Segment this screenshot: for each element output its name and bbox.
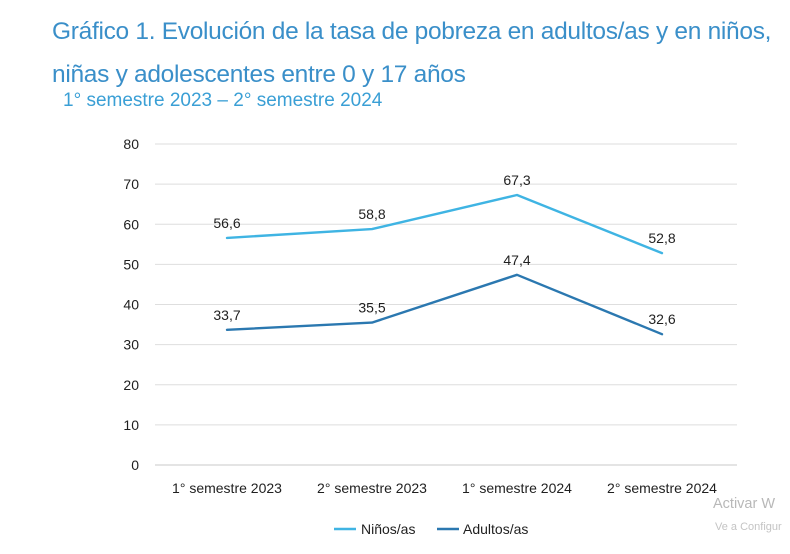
- y-tick-label-20: 20: [123, 377, 139, 393]
- activation-watermark: Activar W: [713, 496, 776, 512]
- y-tick-label-30: 30: [123, 337, 139, 353]
- data-label-ninos-as-1: 56,6: [213, 215, 240, 231]
- x-tick-label-4: 2° semestre 2024: [607, 480, 717, 496]
- x-tick-label-2: 2° semestre 2023: [317, 480, 427, 496]
- y-tick-label-70: 70: [123, 176, 139, 192]
- series-lines: [225, 193, 664, 336]
- data-label-ninos-as-4: 52,8: [648, 230, 675, 246]
- y-tick-label-60: 60: [123, 216, 139, 232]
- legend: Niños/as Adultos/as: [334, 521, 528, 537]
- y-tick-label-50: 50: [123, 256, 139, 272]
- y-tick-label-80: 80: [123, 136, 139, 152]
- data-labels: 56,6 58,8 67,3 52,8 33,7 35,5 47,4 32,6: [213, 172, 675, 327]
- gridlines: [155, 143, 737, 466]
- x-axis-ticks: 1° semestre 2023 2° semestre 2023 1° semes…: [172, 480, 717, 496]
- y-axis-ticks: 0 10 20 30 40 50 60 70 80: [123, 136, 139, 473]
- chart-title: Gráfico 1. Evolución de la tasa de pobre…: [52, 18, 772, 88]
- chart-subtitle: 1° semestre 2023 – 2° semestre 2024: [63, 90, 383, 111]
- data-label-ninos-as-2: 58,8: [358, 206, 385, 222]
- legend-label-ninos-as: Niños/as: [361, 521, 415, 537]
- legend-label-adultos-as: Adultos/as: [463, 521, 528, 537]
- y-tick-label-10: 10: [123, 417, 139, 433]
- data-label-adultos-as-3: 47,4: [503, 252, 530, 268]
- data-label-adultos-as-4: 32,6: [648, 311, 675, 327]
- activation-watermark-sub: Ve a Configur: [715, 521, 782, 533]
- data-label-ninos-as-3: 67,3: [503, 172, 530, 188]
- x-tick-label-1: 1° semestre 2023: [172, 480, 282, 496]
- y-tick-label-0: 0: [131, 457, 139, 473]
- series-line-adultos-as: [225, 273, 664, 336]
- y-tick-label-40: 40: [123, 297, 139, 313]
- data-label-adultos-as-2: 35,5: [358, 300, 385, 316]
- data-label-adultos-as-1: 33,7: [213, 307, 240, 323]
- series-line-ninos-as: [225, 193, 664, 255]
- x-tick-label-3: 1° semestre 2024: [462, 480, 572, 496]
